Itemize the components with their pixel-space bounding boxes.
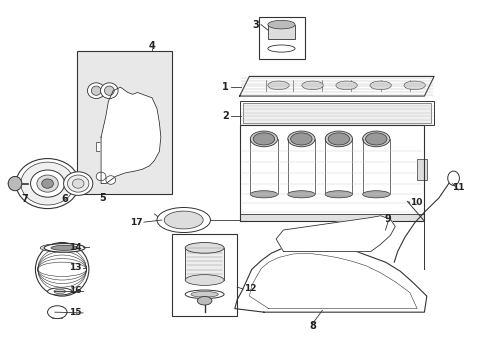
Text: 3: 3 (252, 19, 259, 30)
Ellipse shape (403, 81, 425, 90)
Ellipse shape (63, 172, 93, 195)
Bar (77, 51, 171, 194)
Ellipse shape (185, 290, 224, 298)
Ellipse shape (44, 244, 85, 252)
Ellipse shape (325, 191, 352, 198)
Ellipse shape (253, 133, 274, 145)
Ellipse shape (16, 158, 79, 208)
Ellipse shape (287, 131, 314, 147)
Ellipse shape (197, 296, 211, 305)
Ellipse shape (164, 211, 203, 229)
Ellipse shape (30, 170, 64, 197)
Ellipse shape (51, 246, 78, 250)
Ellipse shape (250, 131, 277, 147)
Text: 14: 14 (69, 243, 81, 252)
Bar (166, 216, 205, 226)
Ellipse shape (325, 131, 352, 147)
Ellipse shape (287, 191, 314, 198)
Bar (239, 102, 433, 125)
Text: 7: 7 (21, 194, 28, 204)
Ellipse shape (54, 289, 65, 294)
Ellipse shape (87, 83, 105, 99)
Bar (243, 103, 430, 123)
Text: 13: 13 (69, 263, 81, 272)
Text: 6: 6 (61, 194, 68, 204)
Text: 9: 9 (384, 214, 390, 224)
Text: 16: 16 (69, 286, 81, 295)
Ellipse shape (191, 292, 218, 297)
Polygon shape (234, 243, 426, 312)
Bar (185, 248, 224, 280)
Polygon shape (101, 87, 161, 184)
Text: 8: 8 (308, 321, 315, 332)
Ellipse shape (106, 176, 116, 184)
Bar (239, 214, 424, 221)
Ellipse shape (185, 275, 224, 285)
Bar (171, 234, 237, 316)
Polygon shape (276, 216, 394, 251)
Polygon shape (239, 76, 433, 96)
Bar (416, 158, 426, 180)
Ellipse shape (41, 179, 53, 188)
Ellipse shape (96, 172, 106, 181)
Ellipse shape (362, 191, 389, 198)
Ellipse shape (369, 81, 390, 90)
Bar (259, 18, 305, 59)
Polygon shape (239, 125, 424, 221)
Text: 4: 4 (148, 41, 155, 51)
Ellipse shape (72, 179, 84, 188)
Text: 2: 2 (222, 111, 228, 121)
Ellipse shape (47, 306, 67, 319)
Bar (96, 143, 115, 152)
Ellipse shape (267, 20, 294, 29)
Ellipse shape (35, 243, 89, 296)
Ellipse shape (365, 133, 386, 145)
Text: 17: 17 (129, 218, 142, 227)
Bar (118, 148, 136, 157)
Ellipse shape (47, 288, 72, 295)
Ellipse shape (250, 191, 277, 198)
Text: 5: 5 (99, 193, 106, 203)
Ellipse shape (301, 81, 323, 90)
Ellipse shape (267, 81, 288, 90)
Ellipse shape (40, 244, 84, 252)
Ellipse shape (267, 45, 294, 52)
Bar (267, 24, 294, 39)
Ellipse shape (21, 162, 74, 205)
Ellipse shape (327, 133, 349, 145)
Ellipse shape (8, 176, 22, 191)
Ellipse shape (185, 243, 224, 253)
Text: 10: 10 (409, 198, 421, 207)
Ellipse shape (37, 175, 58, 192)
Ellipse shape (157, 207, 210, 233)
Ellipse shape (91, 86, 101, 95)
Ellipse shape (447, 171, 458, 185)
Text: 11: 11 (451, 183, 464, 192)
Ellipse shape (335, 81, 357, 90)
Ellipse shape (362, 131, 389, 147)
Ellipse shape (101, 83, 118, 99)
Text: 15: 15 (69, 309, 81, 318)
Ellipse shape (67, 175, 89, 192)
Text: 12: 12 (244, 284, 257, 293)
Text: 1: 1 (222, 82, 228, 92)
Ellipse shape (104, 86, 114, 95)
Ellipse shape (290, 133, 311, 145)
